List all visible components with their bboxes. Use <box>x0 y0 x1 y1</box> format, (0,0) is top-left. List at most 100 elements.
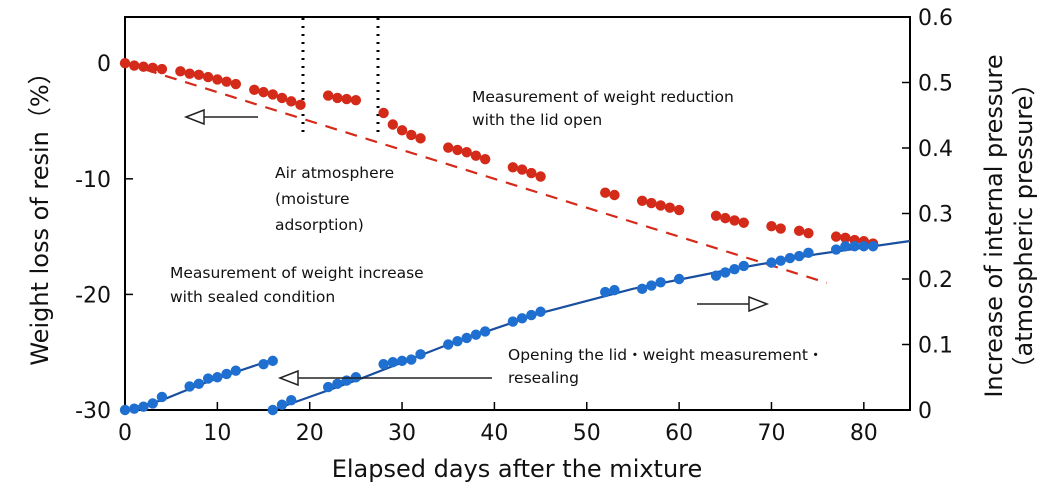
weight-point <box>526 167 537 179</box>
pressure-point <box>276 399 288 410</box>
x-tick-label: 60 <box>665 421 693 446</box>
weight-point <box>664 202 676 213</box>
x-axis-title: Elapsed days after the mixture <box>332 455 703 483</box>
weight-point <box>378 107 389 119</box>
pressure-point <box>655 277 666 288</box>
weight-point <box>636 195 648 206</box>
pressure-point <box>129 403 140 414</box>
annotation-weight-sealed-1: Measurement of weight increase <box>170 264 424 282</box>
weight-point <box>470 150 482 161</box>
weight-point <box>267 89 278 100</box>
annotation-air-3: adsorption) <box>275 216 364 234</box>
weight-point <box>156 63 168 75</box>
pressure-point <box>526 309 537 321</box>
x-tick-label: 70 <box>757 421 785 446</box>
annotation-opening-2: resealing <box>508 369 579 387</box>
pressure-point <box>387 356 399 368</box>
y-right-axis-title-line2: （atmospheric pressure） <box>1010 72 1038 381</box>
weight-point <box>600 187 611 198</box>
weight-trend-line <box>124 62 828 284</box>
weight-point <box>129 60 140 71</box>
x-tick-label: 10 <box>203 421 231 446</box>
pressure-point <box>396 355 408 367</box>
y-right-tick-label: 0.5 <box>918 72 953 97</box>
pressure-point <box>766 257 777 268</box>
y-left-tick-label: -30 <box>75 399 111 424</box>
arrow-left-bottom <box>277 369 492 387</box>
weight-point <box>729 215 740 226</box>
pressure-point <box>738 260 749 272</box>
weight-point <box>720 212 731 224</box>
x-tick-label: 30 <box>388 421 416 446</box>
y-left-axis-title: Weight loss of resin（%） <box>26 60 54 365</box>
weight-point <box>655 200 666 211</box>
y-right-tick-label: 0.2 <box>918 268 953 293</box>
annotation-air-1: Air atmosphere <box>275 164 394 182</box>
pressure-point <box>858 241 870 252</box>
pressure-point <box>147 398 158 409</box>
pressure-point <box>212 372 223 383</box>
pressure-point <box>673 273 685 285</box>
weight-point <box>221 76 232 87</box>
pressure-point <box>516 313 528 324</box>
weight-point <box>710 210 722 222</box>
weight-point <box>387 119 399 130</box>
pressure-point <box>443 339 454 350</box>
weight-point <box>452 144 463 156</box>
pressure-point <box>322 381 334 393</box>
pressure-point <box>415 349 426 360</box>
annotation-weight-open-1: Measurement of weight reduction <box>472 88 734 106</box>
y-right-tick-label: 0.1 <box>918 334 953 359</box>
weight-point <box>119 58 131 69</box>
y-left-tick-label: -20 <box>75 283 111 308</box>
weight-point <box>212 74 223 85</box>
pressure-point <box>720 267 731 278</box>
weight-point <box>322 90 334 101</box>
y-left-tick-label: 0 <box>97 52 111 77</box>
weight-point <box>535 171 546 182</box>
pressure-point <box>378 358 389 370</box>
pressure-point <box>775 255 786 266</box>
pressure-point <box>221 368 232 380</box>
weight-point <box>350 95 362 106</box>
pressure-point <box>119 404 131 416</box>
pressure-point <box>729 263 740 275</box>
weight-point <box>673 204 685 216</box>
pressure-point <box>193 378 205 389</box>
pressure-point <box>636 283 648 295</box>
weight-point <box>202 71 214 83</box>
weight-point <box>193 69 205 80</box>
weight-point <box>147 62 158 74</box>
weight-point <box>646 197 657 209</box>
annotation-weight-sealed-2: with sealed condition <box>170 288 335 306</box>
x-tick-label: 0 <box>118 421 132 446</box>
weight-point <box>609 189 620 201</box>
weight-point <box>507 162 519 173</box>
y-right-tick-label: 0 <box>918 399 932 424</box>
y-left-tick-label: -10 <box>75 168 111 193</box>
pressure-point <box>156 391 168 403</box>
pressure-point <box>803 247 814 258</box>
weight-point <box>230 78 242 90</box>
pressure-point <box>267 355 278 367</box>
pressure-point <box>184 381 195 392</box>
pressure-point <box>535 306 546 317</box>
pressure-point <box>840 241 851 252</box>
y-right-tick-label: 0.3 <box>918 203 953 228</box>
weight-point <box>479 153 491 165</box>
pressure-point <box>609 284 620 296</box>
y-right-tick-label: 0.4 <box>918 137 953 162</box>
pressure-point <box>267 404 278 416</box>
weight-point <box>406 129 417 141</box>
weight-point <box>461 147 472 158</box>
pressure-point <box>258 358 269 370</box>
pressure-point <box>646 280 657 291</box>
y-right-tick-label: 0.6 <box>918 6 953 31</box>
weight-point <box>258 86 269 98</box>
x-tick-label: 20 <box>296 421 324 446</box>
weight-point <box>396 125 408 136</box>
weight-point <box>138 61 149 72</box>
weight-point <box>184 68 195 79</box>
weight-point <box>443 142 454 153</box>
